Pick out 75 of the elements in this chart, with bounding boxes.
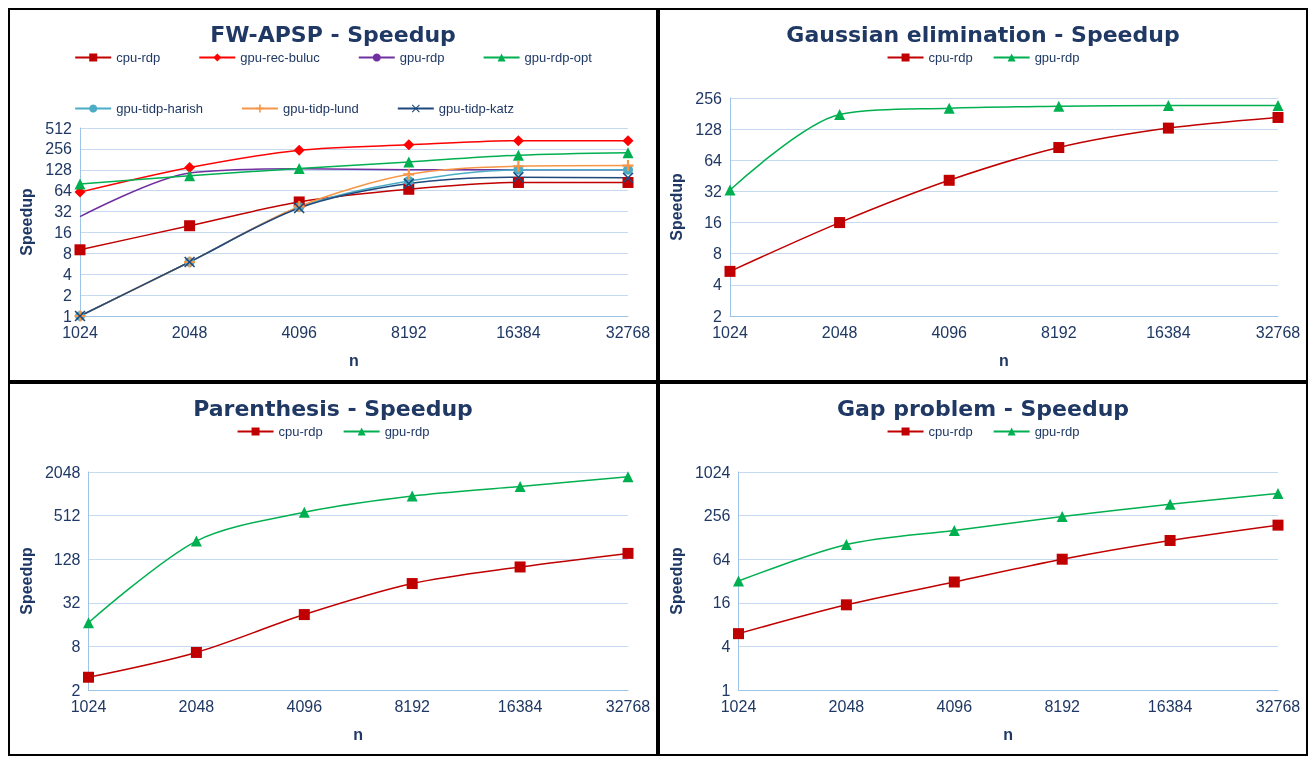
x-tick-label: 16384 bbox=[1146, 323, 1191, 341]
legend-label: cpu-rdp bbox=[278, 424, 323, 439]
y-tick-label: 128 bbox=[45, 161, 73, 179]
legend-label: gpu-rdp bbox=[384, 424, 430, 439]
x-tick-label: 8192 bbox=[394, 697, 431, 715]
y-axis-title: Speedup bbox=[667, 172, 685, 241]
y-tick-label: 2048 bbox=[44, 463, 81, 481]
y-tick-label: 2 bbox=[63, 286, 73, 304]
y-tick-label: 256 bbox=[695, 89, 723, 107]
x-tick-label: 8192 bbox=[391, 323, 427, 341]
y-tick-label: 1024 bbox=[694, 463, 731, 481]
y-tick-label: 128 bbox=[53, 550, 81, 568]
legend-label: cpu-rdp bbox=[116, 50, 161, 65]
y-tick-label: 64 bbox=[704, 151, 723, 169]
x-tick-label: 4096 bbox=[281, 323, 318, 341]
x-tick-label: 4096 bbox=[286, 697, 323, 715]
y-axis-title: Speedup bbox=[17, 187, 35, 256]
y-tick-label: 32 bbox=[54, 203, 73, 221]
x-tick-label: 16384 bbox=[1147, 697, 1193, 715]
y-tick-label: 1 bbox=[721, 681, 731, 699]
y-tick-label: 128 bbox=[695, 120, 723, 138]
y-tick-label: 256 bbox=[703, 507, 731, 525]
legend-label: gpu-rdp-opt bbox=[524, 50, 593, 65]
legend-label: gpu-rdp bbox=[1034, 424, 1080, 439]
x-tick-label: 32768 bbox=[605, 697, 651, 715]
y-tick-label: 512 bbox=[45, 119, 73, 137]
x-tick-label: 2048 bbox=[821, 323, 858, 341]
y-tick-label: 64 bbox=[712, 550, 731, 568]
chart-title: Gaussian elimination - Speedup bbox=[786, 21, 1180, 47]
y-tick-label: 32 bbox=[62, 594, 81, 612]
y-tick-label: 8 bbox=[71, 637, 81, 655]
x-tick-label: 32768 bbox=[605, 323, 651, 341]
y-axis-title: Speedup bbox=[667, 546, 685, 615]
x-tick-label: 16384 bbox=[497, 697, 543, 715]
x-axis-title: n bbox=[999, 351, 1009, 369]
x-tick-label: 32768 bbox=[1255, 323, 1301, 341]
x-tick-label: 16384 bbox=[496, 323, 541, 341]
x-tick-label: 8192 bbox=[1044, 697, 1081, 715]
x-tick-label: 2048 bbox=[171, 323, 208, 341]
y-tick-label: 2 bbox=[71, 681, 81, 699]
chart-title: Gap problem - Speedup bbox=[836, 395, 1130, 421]
x-tick-label: 4096 bbox=[931, 323, 968, 341]
legend-label: cpu-rdp bbox=[928, 50, 973, 65]
legend-label: gpu-rec-buluc bbox=[240, 50, 321, 65]
y-tick-label: 8 bbox=[63, 244, 73, 262]
x-axis-title: n bbox=[1003, 725, 1014, 743]
y-tick-label: 32 bbox=[704, 182, 723, 200]
x-tick-label: 2048 bbox=[178, 697, 215, 715]
y-tick-label: 16 bbox=[54, 223, 73, 241]
y-tick-label: 1 bbox=[63, 307, 73, 325]
y-tick-label: 256 bbox=[45, 140, 73, 158]
x-tick-label: 4096 bbox=[936, 697, 973, 715]
y-tick-label: 2 bbox=[713, 307, 723, 325]
y-tick-label: 512 bbox=[53, 507, 81, 525]
legend-label: gpu-rdp bbox=[399, 50, 445, 65]
y-tick-label: 8 bbox=[713, 245, 723, 263]
x-tick-label: 32768 bbox=[1255, 697, 1301, 715]
legend-label: gpu-rdp bbox=[1034, 50, 1080, 65]
x-tick-label: 2048 bbox=[828, 697, 865, 715]
y-axis-title: Speedup bbox=[17, 546, 35, 615]
y-tick-label: 16 bbox=[704, 214, 723, 232]
y-tick-label: 4 bbox=[721, 637, 731, 655]
y-tick-label: 4 bbox=[63, 265, 73, 283]
legend-label: gpu-tidp-harish bbox=[116, 101, 203, 116]
y-tick-label: 64 bbox=[54, 182, 73, 200]
chart-title: FW-APSP - Speedup bbox=[210, 21, 456, 47]
legend-label: gpu-tidp-katz bbox=[438, 101, 514, 116]
legend-label: gpu-tidp-lund bbox=[282, 101, 359, 116]
y-tick-label: 16 bbox=[712, 594, 731, 612]
chart-title: Parenthesis - Speedup bbox=[193, 395, 473, 421]
y-tick-label: 4 bbox=[713, 276, 723, 294]
legend-label: cpu-rdp bbox=[928, 424, 973, 439]
x-axis-title: n bbox=[353, 725, 364, 743]
x-axis-title: n bbox=[349, 351, 359, 369]
x-tick-label: 8192 bbox=[1041, 323, 1077, 341]
